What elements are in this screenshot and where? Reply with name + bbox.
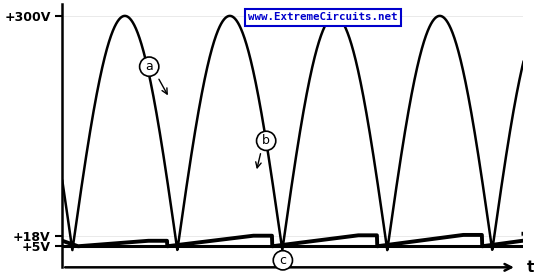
Text: www.ExtremeCircuits.net: www.ExtremeCircuits.net <box>248 12 398 22</box>
Text: b: b <box>262 134 270 147</box>
Text: t: t <box>527 260 534 275</box>
Text: a: a <box>145 60 153 73</box>
Text: c: c <box>279 254 286 267</box>
